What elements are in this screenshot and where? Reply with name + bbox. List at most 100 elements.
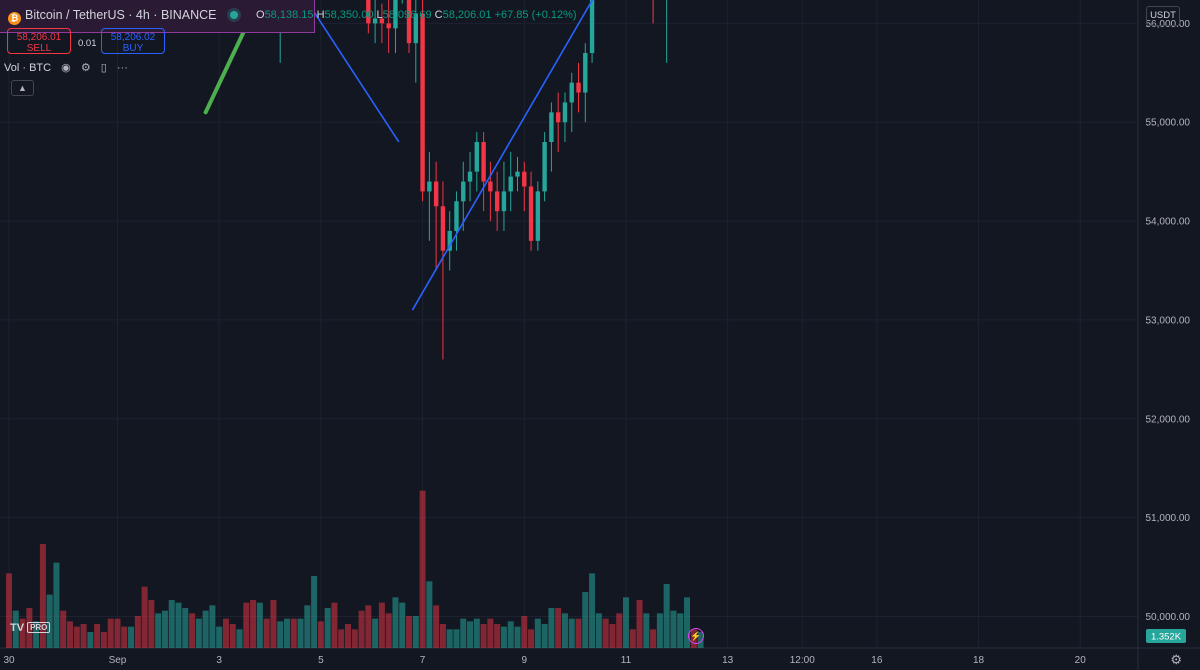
chevron-up-icon[interactable]: ▲ bbox=[11, 80, 34, 96]
symbol-title[interactable]: ₿ Bitcoin / TetherUS · 4h · BINANCE bbox=[8, 8, 217, 25]
candle-body bbox=[413, 13, 418, 44]
spread-value: 0.01 bbox=[78, 38, 97, 49]
volume-bar bbox=[222, 618, 229, 648]
volume-bar bbox=[487, 618, 494, 648]
volume-bar bbox=[561, 613, 568, 648]
volume-bar bbox=[589, 573, 596, 648]
candle-body bbox=[522, 171, 527, 187]
volume-bar bbox=[575, 618, 582, 648]
price-axis-tick-label: 55,000.00 bbox=[1146, 118, 1191, 129]
volume-bar bbox=[622, 597, 629, 648]
volume-bar bbox=[168, 600, 175, 648]
volume-bar bbox=[155, 613, 162, 648]
volume-bar bbox=[399, 602, 406, 648]
volume-value-label: 1.352K bbox=[1151, 632, 1182, 643]
volume-bar bbox=[507, 621, 514, 648]
price-axis-tick-label: 51,000.00 bbox=[1146, 513, 1191, 524]
eye-icon[interactable]: ◉ bbox=[61, 62, 71, 74]
candle-body bbox=[542, 141, 547, 192]
time-axis-tick-label: Sep bbox=[109, 655, 127, 666]
volume-bar bbox=[60, 610, 67, 648]
trash-icon[interactable]: ▯ bbox=[100, 62, 107, 74]
volume-bar bbox=[453, 629, 460, 648]
volume-bar bbox=[114, 618, 121, 648]
volume-bar bbox=[650, 629, 657, 648]
volume-bar bbox=[548, 608, 555, 648]
tradingview-logo[interactable]: TV PRO bbox=[10, 622, 51, 634]
candle-body bbox=[488, 181, 493, 192]
volume-bar bbox=[392, 597, 399, 648]
volume-bar bbox=[67, 621, 74, 648]
volume-bar bbox=[243, 602, 250, 648]
volume-bar bbox=[189, 613, 196, 648]
candle-body bbox=[481, 141, 486, 182]
time-axis-tick-label: 3 bbox=[216, 655, 222, 666]
currency-selector[interactable]: USDT bbox=[1146, 6, 1180, 26]
volume-bar bbox=[290, 618, 297, 648]
candle-body bbox=[393, 0, 398, 29]
volume-bar bbox=[439, 624, 446, 648]
sell-button[interactable]: 58,206.01 SELL bbox=[7, 28, 71, 54]
volume-bar bbox=[419, 490, 426, 648]
volume-bar bbox=[351, 629, 358, 648]
time-axis-tick-label: 18 bbox=[973, 655, 985, 666]
buy-button[interactable]: 58,206.02 BUY bbox=[101, 28, 165, 54]
candle-body bbox=[508, 176, 513, 192]
time-axis-tick-label: 20 bbox=[1075, 655, 1087, 666]
low-label: L bbox=[376, 9, 383, 21]
candle-body bbox=[433, 181, 439, 207]
volume-bar bbox=[209, 605, 216, 648]
gear-icon[interactable]: ⚙ bbox=[80, 62, 91, 74]
volume-bar bbox=[616, 613, 623, 648]
volume-bar bbox=[677, 613, 684, 648]
symbol-header: ₿ Bitcoin / TetherUS · 4h · BINANCE O58,1… bbox=[0, 0, 577, 33]
volume-bar bbox=[94, 624, 101, 648]
volume-bar bbox=[372, 618, 379, 648]
candle-body bbox=[555, 112, 561, 123]
candle-body bbox=[427, 181, 432, 192]
close-value: 58,206.01 bbox=[442, 9, 492, 21]
candle-body bbox=[386, 23, 391, 29]
volume-bar bbox=[236, 629, 243, 648]
volume-bar bbox=[446, 629, 453, 648]
volume-bar bbox=[406, 616, 413, 648]
volume-indicator-legend[interactable]: Vol · BTC ◉ ⚙ ▯ ··· bbox=[4, 60, 144, 77]
candle-body bbox=[569, 82, 574, 103]
volume-bar bbox=[304, 605, 311, 648]
volume-bar bbox=[6, 573, 12, 648]
price-axis-tick-label: 56,000.00 bbox=[1146, 19, 1191, 30]
volume-value-badge bbox=[1146, 629, 1186, 643]
volume-bar bbox=[317, 621, 324, 648]
settings-gear-icon[interactable]: ⚙ bbox=[1170, 652, 1182, 667]
time-axis-tick-label: 13 bbox=[722, 655, 734, 666]
volume-bar bbox=[595, 613, 602, 648]
volume-bar bbox=[473, 618, 480, 648]
volume-bar bbox=[629, 629, 636, 648]
volume-bar bbox=[73, 626, 80, 648]
volume-bar bbox=[256, 602, 263, 648]
volume-bar bbox=[534, 618, 541, 648]
volume-bar bbox=[182, 608, 189, 648]
volume-bar bbox=[229, 624, 236, 648]
time-axis-tick-label: 11 bbox=[621, 655, 632, 666]
volume-bar bbox=[514, 626, 521, 648]
volume-bar bbox=[378, 602, 385, 648]
volume-bar bbox=[568, 618, 575, 648]
volume-bar bbox=[148, 600, 155, 648]
price-axis-tick-label: 54,000.00 bbox=[1146, 217, 1191, 228]
lightning-icon[interactable]: ⚡ bbox=[688, 628, 704, 644]
volume-bar bbox=[365, 605, 372, 648]
volume-bar bbox=[121, 626, 128, 648]
candle-body bbox=[549, 112, 554, 142]
candle-body bbox=[440, 206, 446, 251]
time-axis-tick-label: 16 bbox=[871, 655, 883, 666]
volume-bar bbox=[467, 621, 474, 648]
volume-bar bbox=[141, 586, 148, 648]
volume-bar bbox=[100, 632, 107, 648]
volume-bar bbox=[582, 592, 589, 648]
volume-bar bbox=[670, 610, 677, 648]
more-icon[interactable]: ··· bbox=[116, 62, 128, 74]
price-axis-tick-label: 52,000.00 bbox=[1146, 414, 1191, 425]
